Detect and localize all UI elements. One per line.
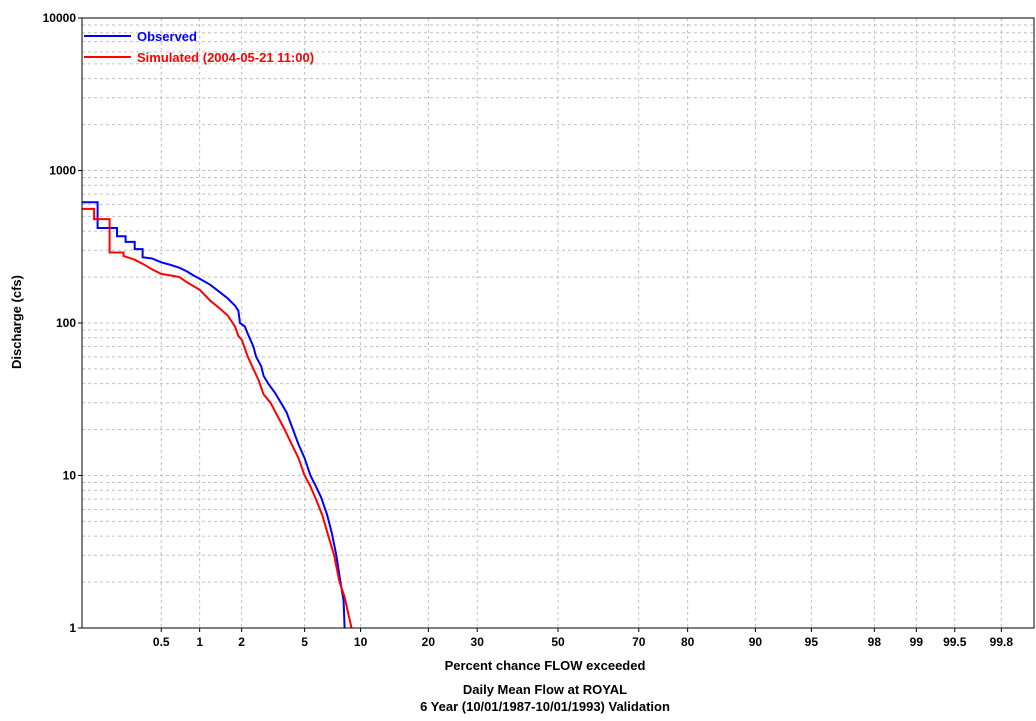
x-tick-label: 50: [551, 635, 565, 649]
chart-subtitle: 6 Year (10/01/1987-10/01/1993) Validatio…: [420, 699, 670, 714]
y-tick-labels: 1 10 100 1000 10000: [43, 11, 82, 635]
y-axis-title: Discharge (cfs): [9, 275, 24, 369]
x-tick-label: 95: [805, 635, 819, 649]
x-tick-label: 2: [238, 635, 245, 649]
legend: Observed Simulated (2004-05-21 11:00): [84, 29, 314, 65]
series-lines: [82, 201, 353, 629]
legend-label: Observed: [137, 29, 197, 44]
y-tick-label: 100: [56, 316, 76, 330]
grid-lines: [82, 18, 1034, 629]
x-tick-label: 99.5: [943, 635, 967, 649]
y-tick-label: 10000: [43, 11, 77, 25]
x-tick-label: 80: [681, 635, 695, 649]
x-tick-labels: 0.5 1 2 5 10 20 30 50 70 80 90 95 98 99 99.5 99.8: [153, 628, 1013, 649]
x-tick-label: 30: [471, 635, 485, 649]
x-tick-label: 10: [354, 635, 368, 649]
x-tick-label: 99: [910, 635, 924, 649]
x-tick-label: 5: [301, 635, 308, 649]
x-tick-label: 0.5: [153, 635, 170, 649]
legend-label: Simulated (2004-05-21 11:00): [137, 50, 314, 65]
y-tick-label: 1000: [49, 164, 76, 178]
series-line-simulated: [82, 207, 353, 629]
x-tick-label: 99.8: [990, 635, 1014, 649]
x-tick-label: 1: [196, 635, 203, 649]
x-axis-title: Percent chance FLOW exceeded: [445, 658, 646, 673]
y-tick-label: 1: [69, 621, 76, 635]
x-tick-label: 20: [422, 635, 436, 649]
x-tick-label: 98: [868, 635, 882, 649]
x-tick-label: 90: [749, 635, 763, 649]
y-tick-label: 10: [63, 469, 77, 483]
x-tick-label: 70: [632, 635, 646, 649]
chart-title: Daily Mean Flow at ROYAL: [463, 682, 627, 697]
series-line-observed: [82, 201, 346, 629]
